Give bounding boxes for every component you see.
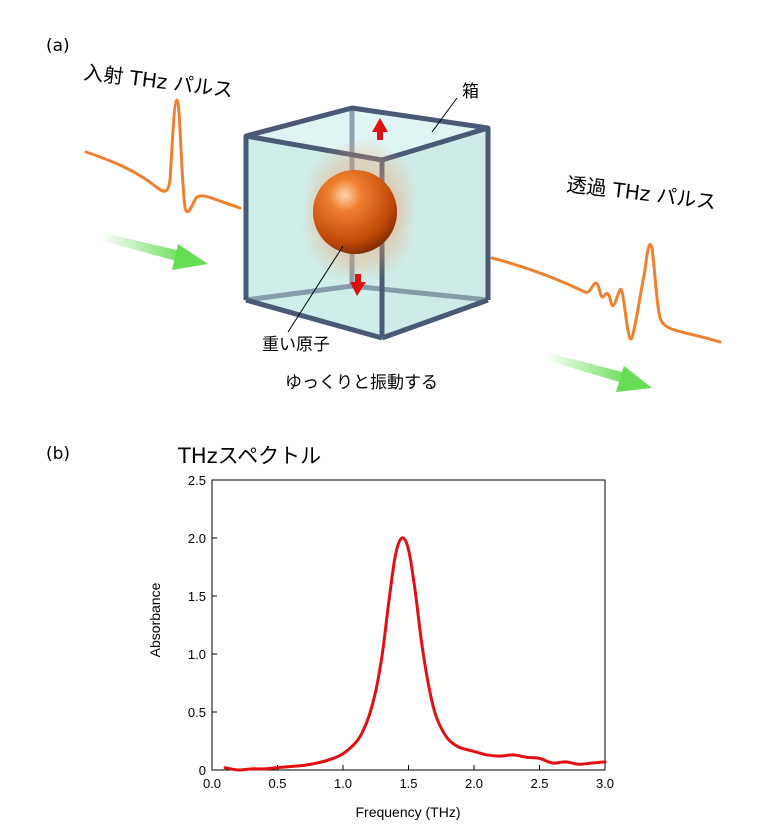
y-axis-label: Absorbance <box>147 582 163 657</box>
absorbance-series-line <box>223 536 607 772</box>
vibration-label: ゆっくりと振動する <box>285 373 438 393</box>
heavy-atom-sphere-icon <box>300 138 418 284</box>
x-tick-label: 2.5 <box>530 776 548 791</box>
red-arrow-icon <box>350 118 388 296</box>
incident-pulse-wave <box>84 98 242 214</box>
x-tick-label: 1.5 <box>399 776 417 791</box>
y-tick-label: 0 <box>199 763 206 778</box>
x-axis-label: Frequency (THz) <box>355 804 460 820</box>
y-tick-label: 2.5 <box>188 473 206 488</box>
x-tick-label: 3.0 <box>596 776 614 791</box>
chart-title: THzスペクトル <box>178 444 322 468</box>
heavy-atom-label: 重い原子 <box>262 335 330 355</box>
x-tick-label: 0.0 <box>203 776 221 791</box>
box-label: 箱 <box>462 82 479 102</box>
plot-frame <box>211 479 606 771</box>
x-tick-label: 2.0 <box>465 776 483 791</box>
panel-a-label: (a) <box>46 36 70 56</box>
green-arrow-icon <box>100 232 208 270</box>
x-tick-label: 0.5 <box>268 776 286 791</box>
transmitted-pulse-wave <box>490 243 722 344</box>
box-leader-line <box>431 97 458 133</box>
y-tick-label: 2.0 <box>188 531 206 546</box>
y-tick-label: 1.5 <box>188 589 206 604</box>
y-tick-label: 0.5 <box>188 705 206 720</box>
y-tick-label: 1.0 <box>188 647 206 662</box>
diagram-illustration <box>84 97 722 392</box>
x-tick-label: 1.0 <box>334 776 352 791</box>
atom-leader-line <box>287 245 344 333</box>
green-arrow-icon <box>545 352 652 392</box>
panel-b-label: (b) <box>46 444 71 464</box>
